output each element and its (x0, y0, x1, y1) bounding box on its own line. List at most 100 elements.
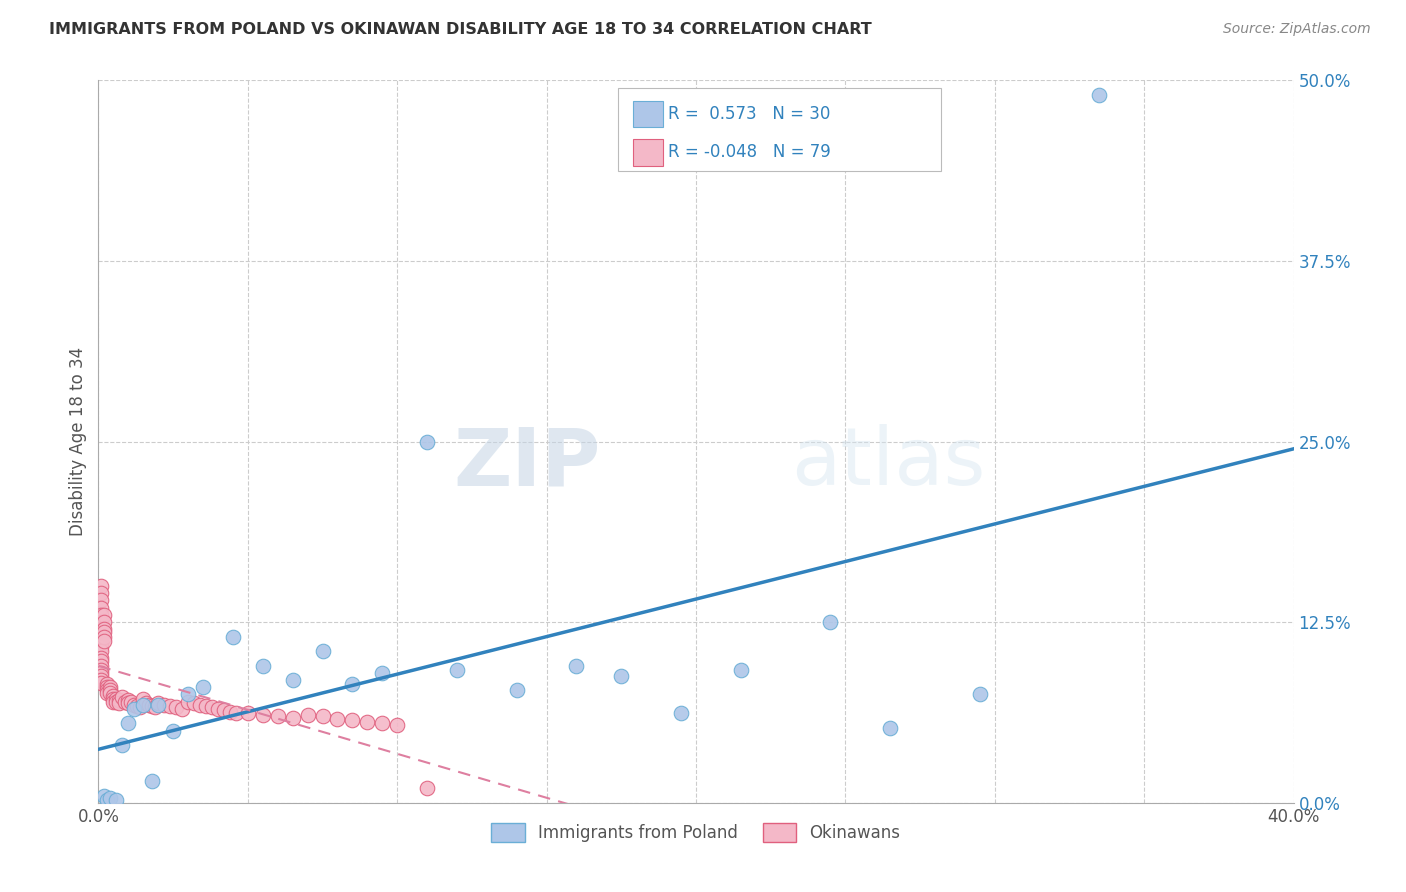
Point (326, 712, 349, 726)
Point (117, 696, 139, 710)
Point (252, 707, 274, 722)
Point (506, 683, 529, 698)
Text: R = -0.048   N = 79: R = -0.048 N = 79 (668, 144, 831, 161)
Bar (633, 101, 664, 128)
Point (172, 702, 194, 716)
Point (90, 607, 112, 622)
Point (90, 579, 112, 593)
Text: Source: ZipAtlas.com: Source: ZipAtlas.com (1223, 22, 1371, 37)
Point (669, 706, 692, 721)
Point (132, 691, 155, 706)
Point (90, 637, 112, 651)
Point (103, 691, 125, 706)
Text: IMMIGRANTS FROM POLAND VS OKINAWAN DISABILITY AGE 18 TO 34 CORRELATION CHART: IMMIGRANTS FROM POLAND VS OKINAWAN DISAB… (49, 22, 872, 37)
Text: R =  0.573   N = 30: R = 0.573 N = 30 (668, 105, 830, 123)
Point (90, 673, 112, 687)
Point (105, 793, 128, 807)
Point (90, 634, 112, 648)
Point (141, 698, 163, 713)
Point (565, 658, 588, 673)
Text: atlas: atlas (792, 425, 986, 502)
Point (98, 791, 122, 805)
Point (143, 700, 166, 714)
Point (96, 683, 118, 698)
Point (252, 658, 274, 673)
Point (135, 696, 157, 710)
Point (90, 665, 112, 680)
Point (311, 709, 333, 723)
Point (188, 698, 211, 712)
Point (96, 793, 118, 807)
Point (132, 698, 155, 712)
Point (1088, 87, 1111, 102)
Point (212, 703, 235, 717)
Point (356, 714, 378, 729)
Point (93, 630, 115, 644)
Point (207, 702, 229, 716)
Point (177, 695, 200, 709)
Point (219, 705, 242, 719)
Point (267, 709, 290, 723)
Text: ZIP: ZIP (453, 425, 600, 502)
Point (90, 623, 112, 637)
Point (90, 586, 112, 600)
Point (90, 676, 112, 690)
Point (610, 668, 633, 682)
Point (90, 644, 112, 658)
Point (195, 698, 218, 713)
Point (371, 665, 394, 680)
Point (120, 695, 142, 709)
Point (342, 714, 364, 728)
Point (93, 634, 115, 648)
Point (93, 623, 115, 637)
Point (177, 687, 200, 701)
Point (730, 663, 752, 677)
Point (153, 698, 176, 712)
Point (416, 434, 439, 449)
Point (90, 658, 112, 673)
Point (105, 695, 128, 709)
Point (183, 696, 205, 710)
Point (162, 723, 184, 738)
Point (90, 630, 112, 644)
Point (311, 644, 333, 658)
Point (416, 781, 439, 796)
Point (90, 654, 112, 668)
Point (148, 696, 170, 710)
Point (820, 615, 842, 630)
Point (879, 721, 901, 735)
Point (90, 640, 112, 654)
Point (98, 683, 122, 698)
Point (90, 615, 112, 630)
Point (236, 706, 259, 721)
Point (297, 707, 319, 722)
Point (281, 673, 304, 687)
Point (342, 677, 364, 691)
FancyBboxPatch shape (619, 87, 941, 170)
Point (969, 687, 991, 701)
Point (225, 706, 247, 721)
Y-axis label: Disability Age 18 to 34: Disability Age 18 to 34 (69, 347, 87, 536)
Point (111, 738, 134, 752)
Point (222, 630, 245, 644)
Point (90, 663, 112, 677)
Legend: Immigrants from Poland, Okinawans: Immigrants from Poland, Okinawans (485, 816, 907, 848)
Point (111, 690, 134, 705)
Point (96, 680, 118, 694)
Point (93, 607, 115, 622)
Point (98, 686, 122, 700)
Point (148, 698, 170, 712)
Point (105, 691, 128, 706)
Point (114, 695, 136, 709)
Point (103, 689, 125, 703)
Point (201, 700, 224, 714)
Point (93, 789, 115, 803)
Point (446, 663, 468, 677)
Point (108, 696, 131, 710)
Point (108, 693, 131, 707)
Bar (633, 139, 664, 166)
Point (117, 693, 139, 707)
Point (90, 593, 112, 607)
Point (141, 774, 163, 789)
Point (90, 668, 112, 682)
